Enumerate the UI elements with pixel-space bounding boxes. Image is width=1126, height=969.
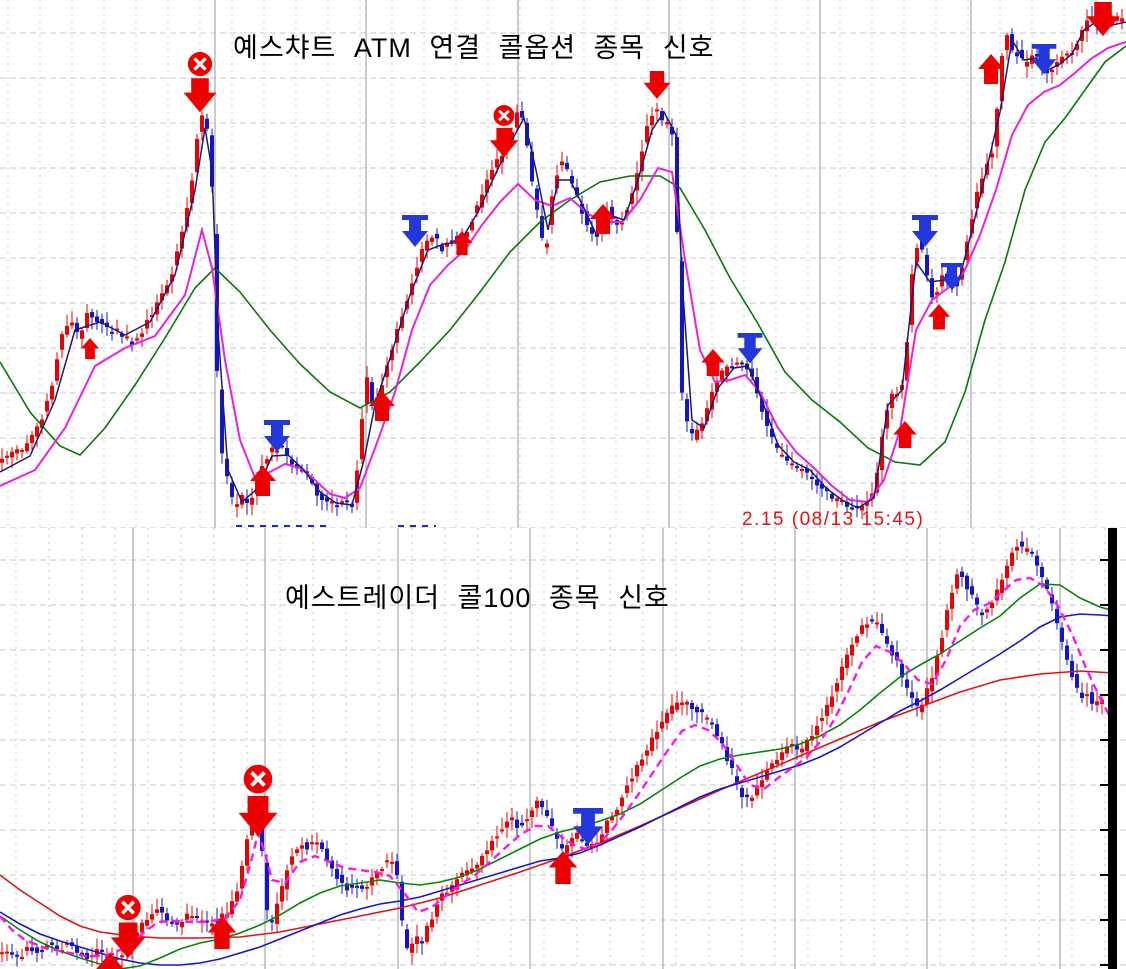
signal-sell	[940, 263, 964, 291]
bottom-chart-title: 예스트레이더 콜100 종목 신호	[285, 583, 670, 613]
candlestick-series	[0, 5, 1124, 520]
grid-lines	[0, 0, 1126, 528]
signal-buy	[250, 466, 276, 496]
top-chart-panel: 예스챠트 ATM 연결 콜옵션 종목 신호	[0, 0, 1126, 528]
signal-exit	[238, 764, 278, 837]
signal-sell	[1031, 44, 1057, 75]
signal-buy	[96, 953, 124, 969]
signal-sell_top	[1086, 2, 1120, 37]
signal-exit	[489, 105, 519, 158]
signal-sell	[737, 333, 763, 364]
signal-sell	[573, 808, 603, 845]
top-chart-canvas[interactable]	[0, 0, 1126, 528]
price-axis-bar	[1100, 528, 1117, 969]
signal-buy	[369, 391, 395, 421]
trade-signal-markers	[80, 2, 1120, 496]
signal-buy	[590, 204, 616, 234]
signal-sell	[264, 420, 290, 452]
signal-exit	[110, 894, 146, 959]
signal-buy	[207, 916, 237, 949]
bottom-chart-panel: 예스트레이더 콜100 종목 신호	[0, 528, 1126, 969]
signal-exit	[183, 51, 217, 113]
ma-fast-magenta	[0, 576, 1116, 958]
signal-sell_top	[643, 71, 671, 99]
signal-buy	[978, 54, 1004, 84]
ma-slowest-red	[0, 670, 1115, 939]
signal-sell	[402, 215, 428, 247]
signal-buy	[548, 851, 578, 884]
session-separators	[132, 528, 1061, 969]
signal-buy	[893, 421, 917, 448]
grid-lines	[0, 528, 1126, 969]
signal-buy	[80, 338, 100, 359]
signal-buy	[927, 304, 951, 330]
bottom-chart-canvas[interactable]	[0, 528, 1126, 969]
signal-sell	[912, 215, 938, 247]
last-signal-annotation: 2.15 (08/13 15:45)	[742, 509, 925, 530]
ma-slow-green	[0, 45, 1126, 466]
trade-signal-markers	[96, 764, 603, 969]
signal-buy	[701, 349, 725, 376]
top-chart-title: 예스챠트 ATM 연결 콜옵션 종목 신호	[233, 33, 715, 63]
ma-mid-green	[0, 583, 1115, 969]
signal-buy	[451, 231, 473, 255]
